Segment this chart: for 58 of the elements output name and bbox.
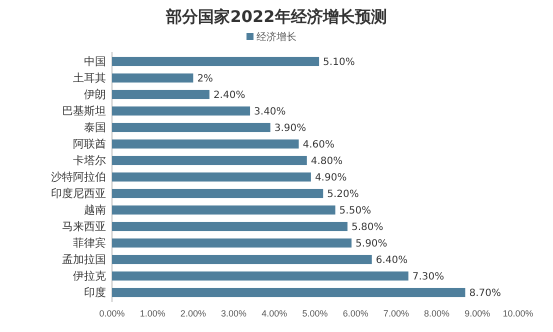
bar <box>112 271 408 281</box>
bar <box>112 288 466 298</box>
x-tick-label: 3.00% <box>221 308 247 318</box>
bar <box>112 106 250 116</box>
legend-label: 经济增长 <box>256 31 296 43</box>
y-tick-label: 马来西亚 <box>62 220 106 234</box>
data-label: 3.90% <box>274 122 306 134</box>
x-tick-label: 5.00% <box>302 308 328 318</box>
y-tick-label: 越南 <box>84 204 106 217</box>
data-label: 5.90% <box>356 238 388 250</box>
x-tick-label: 7.00% <box>383 308 409 318</box>
bar <box>112 172 311 182</box>
bar <box>112 90 210 100</box>
x-tick-label: 4.00% <box>262 308 288 318</box>
x-tick-label: 8.00% <box>424 308 450 318</box>
bar <box>112 188 324 198</box>
bar <box>112 139 299 149</box>
data-label: 5.10% <box>323 56 355 68</box>
data-label: 8.70% <box>469 288 501 300</box>
bar <box>112 122 270 132</box>
x-tick-label: 10.00% <box>502 308 534 318</box>
x-tick-label: 0.00% <box>99 308 125 318</box>
bar <box>112 73 194 83</box>
y-tick-label: 土耳其 <box>73 72 106 85</box>
data-label: 5.20% <box>327 189 359 200</box>
x-tick-label: 9.00% <box>464 308 490 318</box>
x-tick-label: 2.00% <box>180 308 206 318</box>
y-tick-label: 卡塔尔 <box>73 154 106 168</box>
y-tick-label: 阿联酋 <box>73 138 106 151</box>
data-label: 2% <box>197 73 214 84</box>
x-tick-label: 6.00% <box>342 308 368 318</box>
data-label: 4.90% <box>314 172 347 184</box>
bar <box>112 56 320 66</box>
y-tick-label: 中国 <box>84 55 106 68</box>
data-label: 5.50% <box>339 206 372 217</box>
chart-title: 部分国家2022年经济增长预测 <box>165 7 387 26</box>
y-tick-label: 印度尼西亚 <box>51 187 106 200</box>
y-tick-label: 伊拉克 <box>73 270 106 283</box>
y-tick-label: 印度 <box>84 286 106 300</box>
x-tick-label: 1.00% <box>140 308 166 318</box>
y-tick-label: 伊朗 <box>84 88 106 102</box>
data-label: 2.40% <box>213 90 246 101</box>
bar <box>112 254 372 264</box>
y-tick-label: 沙特阿拉伯 <box>51 170 106 184</box>
bar <box>112 222 348 232</box>
data-label: 4.60% <box>302 139 335 150</box>
y-tick-label: 泰国 <box>84 122 106 134</box>
y-tick-label: 巴基斯坦 <box>62 104 106 118</box>
data-label: 6.40% <box>376 255 408 266</box>
data-label: 7.30% <box>412 272 444 283</box>
bar <box>112 156 307 166</box>
data-label: 4.80% <box>310 156 343 167</box>
bar <box>112 238 352 248</box>
data-label: 5.80% <box>351 222 384 234</box>
bar <box>112 205 336 215</box>
data-label: 3.40% <box>254 106 286 118</box>
y-tick-label: 孟加拉国 <box>62 253 106 266</box>
y-tick-label: 菲律宾 <box>73 236 106 250</box>
